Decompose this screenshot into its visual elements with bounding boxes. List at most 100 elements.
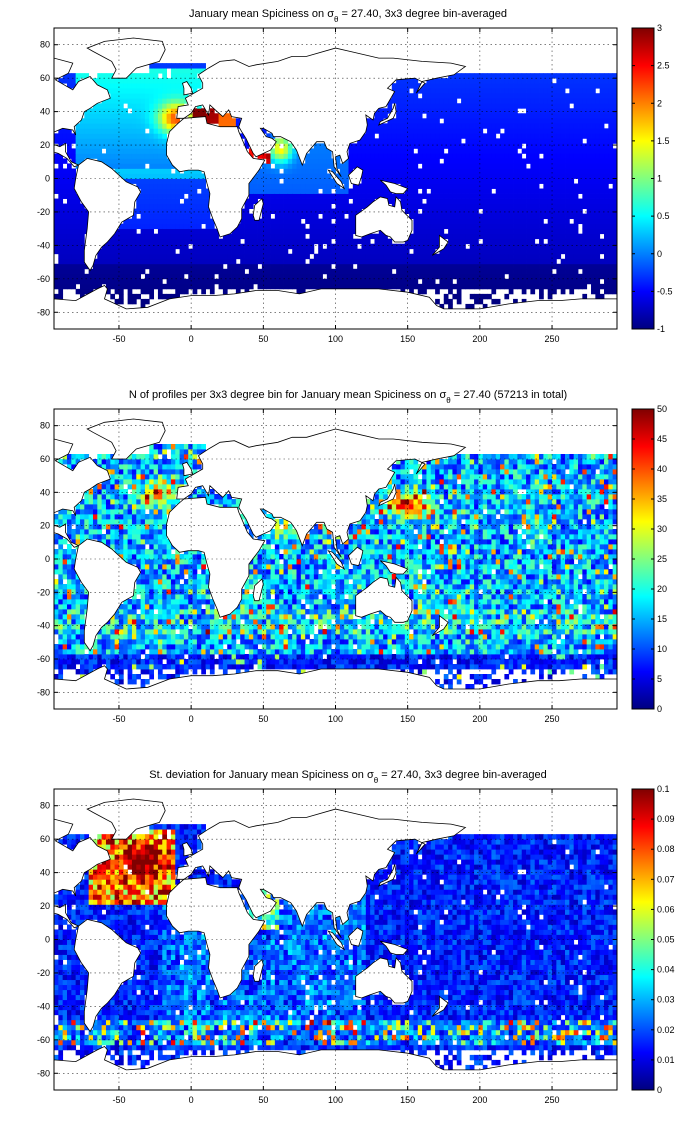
heatmap-cell bbox=[374, 123, 380, 129]
heatmap-cell bbox=[287, 208, 293, 215]
heatmap-cell bbox=[599, 98, 605, 104]
heatmap-cell bbox=[101, 659, 107, 665]
heatmap-cell bbox=[123, 223, 129, 230]
heatmap-cell bbox=[136, 88, 142, 94]
heatmap-cell bbox=[504, 233, 510, 240]
heatmap-cell bbox=[387, 178, 393, 184]
heatmap-cell bbox=[235, 263, 241, 270]
heatmap-cell bbox=[430, 88, 436, 94]
heatmap-cell bbox=[339, 218, 345, 225]
heatmap-cell bbox=[361, 278, 367, 285]
heatmap-cell bbox=[101, 634, 107, 640]
heatmap-cell bbox=[487, 208, 492, 215]
heatmap-cell bbox=[274, 278, 280, 285]
heatmap-cell bbox=[469, 128, 475, 134]
heatmap-cell bbox=[504, 293, 510, 300]
heatmap-cell bbox=[521, 103, 527, 109]
heatmap-cell bbox=[153, 93, 159, 99]
heatmap-cell bbox=[430, 123, 436, 129]
heatmap-cell bbox=[283, 208, 289, 215]
heatmap-cell bbox=[166, 93, 172, 99]
heatmap-cell bbox=[521, 138, 527, 144]
heatmap-cell bbox=[461, 228, 466, 235]
heatmap-cell bbox=[530, 283, 536, 290]
heatmap-cell bbox=[591, 128, 596, 134]
heatmap-cell bbox=[261, 268, 267, 275]
heatmap-cell bbox=[595, 193, 601, 199]
heatmap-cell bbox=[612, 98, 617, 104]
heatmap-cell bbox=[361, 238, 367, 245]
heatmap-cell bbox=[547, 128, 553, 134]
heatmap-cell bbox=[292, 203, 297, 209]
heatmap-cell bbox=[79, 218, 85, 225]
heatmap-cell bbox=[491, 238, 497, 245]
heatmap-cell bbox=[547, 263, 553, 270]
heatmap-cell bbox=[513, 158, 518, 164]
heatmap-cell bbox=[296, 173, 302, 179]
heatmap-cell bbox=[170, 108, 176, 114]
heatmap-cell bbox=[179, 283, 185, 290]
heatmap-cell bbox=[543, 78, 549, 84]
heatmap-cell bbox=[487, 103, 492, 109]
heatmap-cell bbox=[348, 158, 354, 164]
heatmap-cell bbox=[370, 183, 375, 189]
heatmap-cell bbox=[162, 83, 167, 89]
heatmap-cell bbox=[244, 198, 250, 204]
heatmap-cell bbox=[201, 273, 206, 280]
heatmap-cell bbox=[560, 98, 566, 104]
heatmap-cell bbox=[283, 168, 289, 174]
heatmap-cell bbox=[413, 198, 419, 204]
heatmap-cell bbox=[313, 208, 319, 215]
heatmap-cell bbox=[248, 183, 254, 189]
heatmap-cell bbox=[495, 238, 501, 245]
heatmap-cell bbox=[612, 253, 617, 260]
heatmap-cell bbox=[504, 188, 510, 194]
heatmap-cell bbox=[357, 278, 362, 285]
heatmap-cell bbox=[573, 168, 579, 174]
heatmap-cell bbox=[500, 233, 505, 240]
heatmap-cell bbox=[296, 273, 302, 280]
heatmap-cell bbox=[309, 203, 315, 209]
heatmap-cell bbox=[461, 243, 466, 250]
heatmap-cell bbox=[400, 118, 406, 124]
heatmap-cell bbox=[62, 634, 68, 640]
heatmap-cell bbox=[508, 168, 514, 174]
heatmap-cell bbox=[560, 283, 566, 290]
heatmap-cell bbox=[123, 233, 129, 240]
heatmap-cell bbox=[66, 664, 72, 670]
heatmap-cell bbox=[92, 133, 98, 139]
heatmap-cell bbox=[188, 208, 193, 215]
heatmap-cell bbox=[526, 233, 531, 240]
heatmap-cell bbox=[149, 238, 155, 245]
heatmap-cell bbox=[157, 268, 163, 275]
heatmap-cell bbox=[123, 108, 129, 114]
heatmap-cell bbox=[118, 268, 124, 275]
heatmap-cell bbox=[140, 93, 146, 99]
heatmap-cell bbox=[62, 178, 68, 184]
heatmap-cell bbox=[517, 238, 523, 245]
heatmap-cell bbox=[569, 83, 575, 89]
heatmap-cell bbox=[101, 644, 107, 650]
heatmap-cell bbox=[365, 128, 371, 134]
heatmap-cell bbox=[491, 163, 497, 169]
heatmap-cell bbox=[162, 228, 167, 235]
heatmap-cell bbox=[114, 168, 120, 174]
heatmap-cell bbox=[153, 268, 159, 275]
heatmap-cell bbox=[166, 173, 172, 179]
heatmap-cell bbox=[387, 108, 393, 114]
heatmap-cell bbox=[170, 193, 176, 199]
heatmap-cell bbox=[305, 263, 310, 270]
heatmap-cell bbox=[118, 223, 124, 230]
heatmap-cell bbox=[591, 193, 596, 199]
heatmap-cell bbox=[500, 168, 505, 174]
heatmap-cell bbox=[422, 83, 427, 89]
heatmap-cell bbox=[556, 118, 562, 124]
heatmap-cell bbox=[166, 88, 172, 94]
heatmap-cell bbox=[322, 203, 328, 209]
heatmap-cell bbox=[149, 168, 155, 174]
heatmap-cell bbox=[573, 208, 579, 215]
heatmap-cell bbox=[88, 273, 94, 280]
heatmap-cell bbox=[127, 238, 133, 245]
heatmap-cell bbox=[352, 148, 358, 154]
